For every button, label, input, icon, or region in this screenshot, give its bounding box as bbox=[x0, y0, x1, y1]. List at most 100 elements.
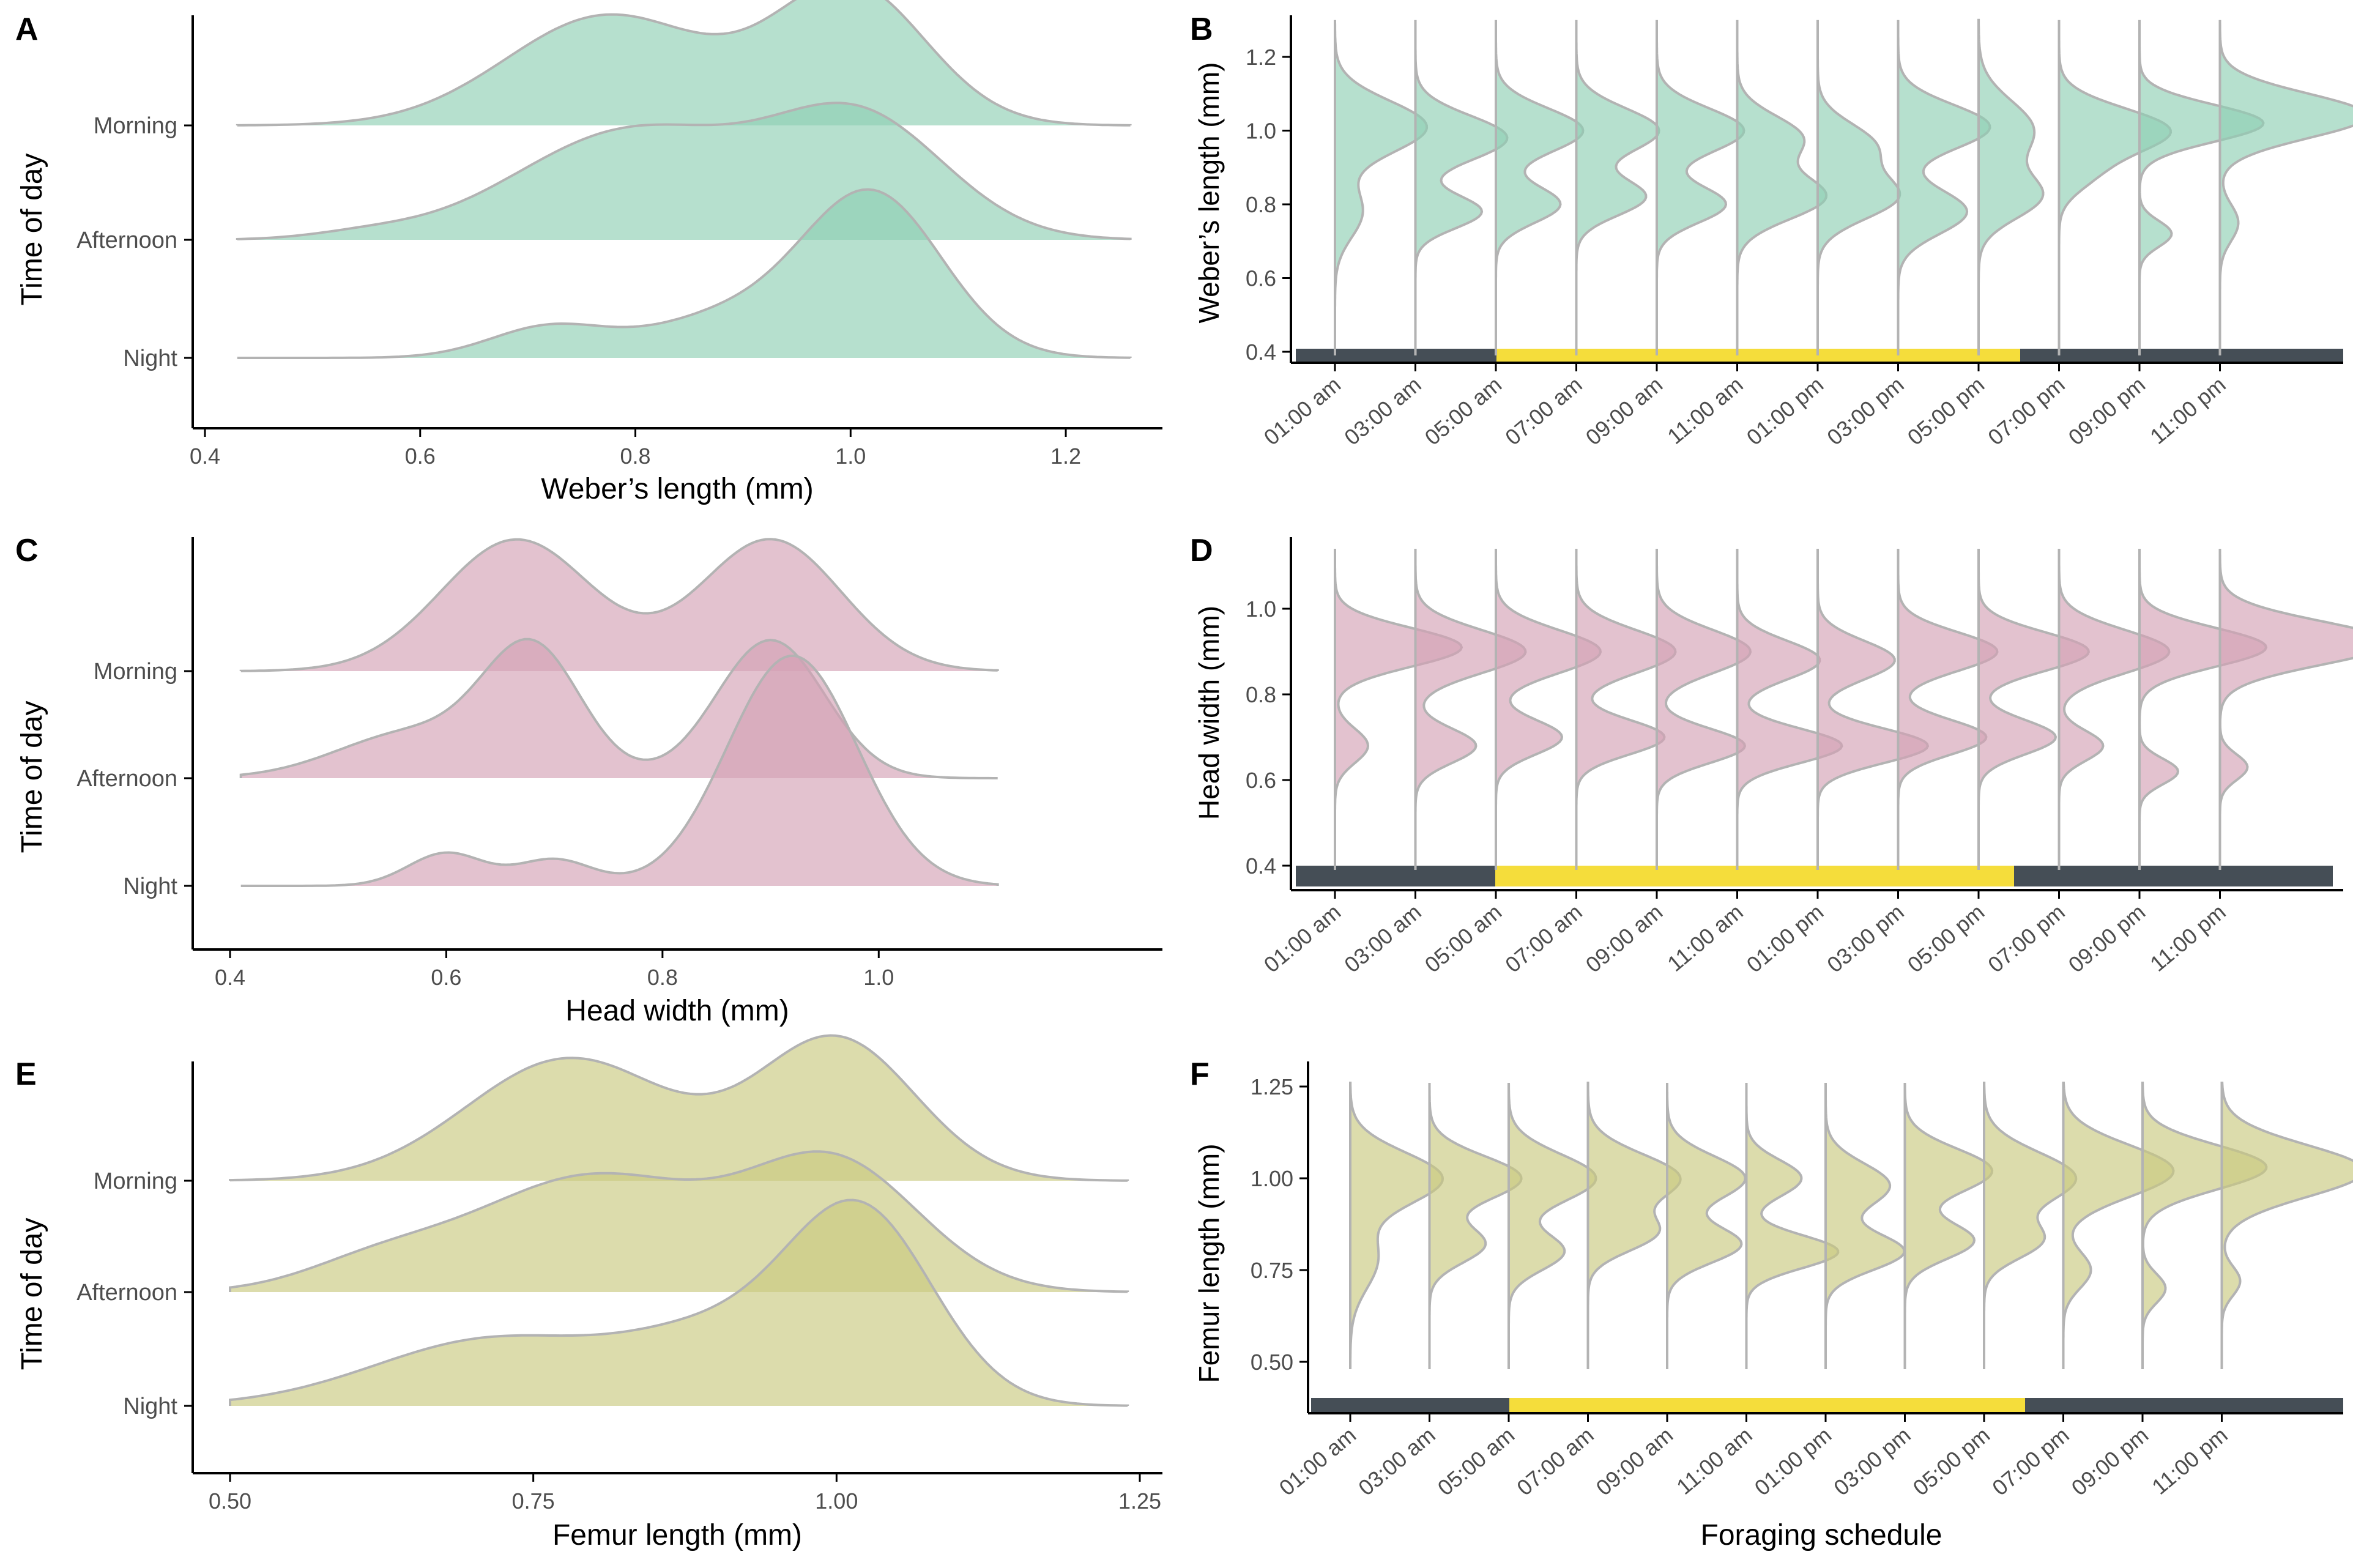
half-violin bbox=[2057, 549, 2171, 870]
half-violin bbox=[1575, 549, 1677, 870]
x-tick-label: 1.2 bbox=[1050, 444, 1081, 469]
night-bar-early bbox=[1311, 1398, 1509, 1413]
x-tick-label: 0.4 bbox=[215, 965, 245, 990]
half-violin bbox=[1586, 1082, 1682, 1369]
half-violin bbox=[1903, 1082, 1994, 1369]
y-tick-label: 0.50 bbox=[1251, 1350, 1293, 1375]
night-bar-late bbox=[2014, 866, 2333, 886]
half-violin bbox=[1816, 549, 1930, 870]
ridge-x-title: Weber’s length (mm) bbox=[541, 473, 813, 505]
half-violin bbox=[1983, 1082, 2078, 1369]
panel-E: E Time of day Femur length (mm) 0.50 0.75… bbox=[15, 1034, 1162, 1551]
y-tick-label: 0.75 bbox=[1251, 1258, 1293, 1283]
half-violin bbox=[1745, 1083, 1840, 1369]
ridge-y-title: Time of day bbox=[16, 1218, 48, 1370]
y-tick-label: 0.4 bbox=[1246, 853, 1276, 879]
density-ridge-night bbox=[240, 654, 999, 887]
x-tick-label: 1.00 bbox=[815, 1488, 858, 1514]
density-ridge-afternoon bbox=[236, 102, 1132, 240]
half-violin bbox=[1897, 549, 1999, 870]
half-violin bbox=[1428, 1083, 1523, 1369]
y-category-label: Afternoon bbox=[76, 766, 177, 792]
half-violin bbox=[2218, 549, 2353, 870]
half-violin bbox=[2220, 1082, 2353, 1369]
half-violin bbox=[1575, 20, 1660, 355]
y-category-label: Afternoon bbox=[76, 1280, 177, 1306]
density-ridge-morning bbox=[239, 538, 999, 672]
x-tick-label: 0.6 bbox=[405, 444, 436, 469]
y-tick-label: 1.2 bbox=[1246, 45, 1276, 70]
half-violin bbox=[1656, 549, 1752, 870]
x-tick-label: 0.4 bbox=[190, 444, 220, 469]
violin-y-title: Head width (mm) bbox=[1193, 606, 1225, 820]
y-tick-label: 0.4 bbox=[1246, 340, 1276, 365]
y-category-label: Morning bbox=[94, 659, 177, 685]
x-tick-label: 1.25 bbox=[1118, 1488, 1161, 1514]
half-violin bbox=[1414, 20, 1509, 355]
panel-A: A Time of day Weber’s length (mm) 0.4 0.6… bbox=[15, 0, 1162, 505]
half-violin bbox=[1977, 549, 2090, 870]
density-ridge-morning bbox=[236, 0, 1132, 127]
half-violin bbox=[1349, 1082, 1444, 1370]
x-tick-label: 0.50 bbox=[209, 1488, 251, 1514]
ridge-y-title: Time of day bbox=[16, 701, 48, 853]
half-violin bbox=[1824, 1083, 1906, 1369]
night-bar-late bbox=[2020, 349, 2343, 362]
half-violin bbox=[1977, 18, 2045, 355]
x-tick-label: 0.8 bbox=[647, 965, 678, 990]
y-tick-label: 0.6 bbox=[1246, 768, 1276, 793]
x-tick-label: 1.0 bbox=[835, 444, 866, 469]
panel-C: C Time of day Head width (mm) 0.4 0.6 0.8 1… bbox=[15, 533, 1162, 1027]
day-bar bbox=[1496, 349, 2020, 362]
panel-label-B: B bbox=[1190, 12, 1213, 47]
day-bar bbox=[1509, 1398, 2025, 1413]
x-tick-label: 0.8 bbox=[620, 444, 651, 469]
half-violin bbox=[1656, 20, 1745, 355]
y-category-label: Morning bbox=[94, 1169, 177, 1194]
night-bar-early bbox=[1296, 349, 1496, 362]
ridge-x-title: Femur length (mm) bbox=[552, 1519, 802, 1551]
density-ridge-night bbox=[237, 188, 1132, 359]
half-violin bbox=[1897, 20, 1991, 355]
half-violin bbox=[1736, 549, 1843, 870]
y-tick-label: 0.8 bbox=[1246, 192, 1276, 217]
y-category-label: Night bbox=[123, 346, 177, 371]
panel-label-F: F bbox=[1190, 1057, 1210, 1092]
half-violin bbox=[1414, 549, 1527, 870]
ridge-y-title: Time of day bbox=[16, 154, 48, 306]
violin-y-title: Femur length (mm) bbox=[1193, 1143, 1225, 1383]
y-tick-label: 1.00 bbox=[1251, 1166, 1293, 1191]
y-category-label: Night bbox=[123, 1394, 177, 1419]
panel-label-D: D bbox=[1190, 533, 1213, 568]
half-violin bbox=[1334, 549, 1463, 870]
half-violin bbox=[1507, 1082, 1597, 1369]
panel-label-A: A bbox=[15, 12, 39, 47]
y-tick-label: 1.0 bbox=[1246, 119, 1276, 144]
day-bar bbox=[1495, 866, 2014, 886]
half-violin bbox=[2057, 20, 2173, 355]
half-violin bbox=[1495, 20, 1585, 355]
density-ridge-morning bbox=[229, 1034, 1129, 1182]
y-category-label: Night bbox=[123, 874, 177, 899]
night-bar-early bbox=[1296, 866, 1495, 886]
x-tick-label: 1.0 bbox=[863, 965, 894, 990]
half-violin bbox=[1334, 20, 1429, 355]
y-category-label: Afternoon bbox=[76, 228, 177, 253]
panel-label-C: C bbox=[15, 533, 39, 568]
night-bar-late bbox=[2025, 1398, 2343, 1413]
half-violin bbox=[2138, 549, 2268, 870]
panel-label-E: E bbox=[15, 1057, 37, 1092]
y-tick-label: 1.0 bbox=[1246, 596, 1276, 622]
x-tick-label: 0.75 bbox=[512, 1488, 555, 1514]
ridge-x-title: Head width (mm) bbox=[565, 995, 789, 1027]
violin-y-title: Weber’s length (mm) bbox=[1193, 62, 1225, 324]
density-ridge-night bbox=[229, 1198, 1129, 1407]
y-tick-label: 1.25 bbox=[1251, 1074, 1293, 1099]
half-violin bbox=[2138, 20, 2265, 355]
y-category-label: Morning bbox=[94, 113, 177, 139]
y-tick-label: 0.8 bbox=[1246, 682, 1276, 707]
foraging-schedule-title: Foraging schedule bbox=[1701, 1519, 1942, 1551]
half-violin bbox=[1666, 1083, 1747, 1369]
x-tick-label: 0.6 bbox=[431, 965, 461, 990]
